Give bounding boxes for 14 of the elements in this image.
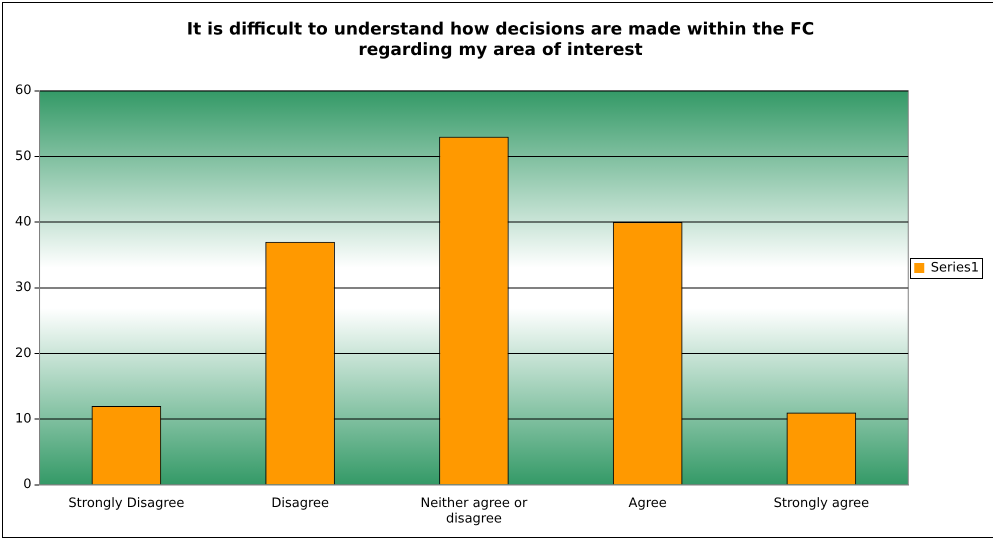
y-tick-label: 40 [14, 214, 32, 230]
y-tick-label: 0 [23, 477, 32, 492]
chart-title: It is difficult to understand how decisions are made within the FC regarding my area of interest [186, 20, 814, 60]
legend-label: Series1 [930, 260, 979, 276]
x-tick-label: Agree [628, 496, 667, 511]
x-tick-label: Neither agree or disagree [420, 496, 528, 527]
y-tick-label: 10 [14, 412, 32, 427]
y-tick-label: 50 [14, 148, 32, 164]
x-tick-label: Disagree [271, 496, 329, 511]
x-tick-label: Strongly agree [774, 496, 870, 511]
y-tick-label: 20 [14, 346, 32, 361]
x-tick-label: Strongly Disagree [68, 496, 184, 511]
y-tick-label: 30 [14, 280, 32, 296]
y-tick-label: 60 [14, 83, 32, 98]
